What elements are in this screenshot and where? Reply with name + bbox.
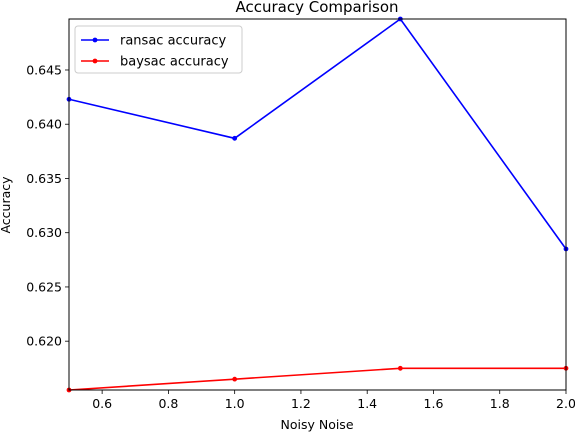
legend-label-1: baysac accuracy xyxy=(120,55,229,70)
legend-marker-0 xyxy=(92,37,98,43)
y-tick-label-2: 0.630 xyxy=(26,225,62,240)
x-tick-label-7: 2.0 xyxy=(556,396,575,411)
plot-frame xyxy=(68,18,567,391)
x-tick-label-3: 1.2 xyxy=(291,396,311,411)
y-tick-label-4: 0.640 xyxy=(26,117,62,132)
x-tick-label-5: 1.6 xyxy=(424,396,444,411)
legend-box xyxy=(74,25,243,74)
y-tick-label-0: 0.620 xyxy=(26,334,62,349)
y-tick-label-1: 0.625 xyxy=(26,279,62,294)
series-1-point-2 xyxy=(397,365,403,371)
y-tick-label-5: 0.645 xyxy=(26,62,62,77)
series-1-point-1 xyxy=(232,376,238,382)
y-axis: 0.620 0.625 0.630 0.635 0.640 0.645 xyxy=(26,62,69,349)
legend-label-0: ransac accuracy xyxy=(120,34,227,49)
legend: ransac accuracy baysac accuracy xyxy=(74,25,243,74)
x-tick-label-4: 1.4 xyxy=(357,396,377,411)
legend-marker-1 xyxy=(92,58,98,64)
x-tick-label-2: 1.0 xyxy=(225,396,245,411)
series-line-0 xyxy=(68,17,567,250)
chart-title: Accuracy Comparison xyxy=(235,0,398,16)
y-axis-label: Accuracy xyxy=(0,176,13,234)
series-0-point-1 xyxy=(232,135,238,141)
x-tick-label-1: 0.8 xyxy=(158,396,178,411)
y-tick-label-3: 0.635 xyxy=(26,171,62,186)
x-axis: 0.6 0.8 1.0 1.2 1.4 1.6 1.8 2.0 xyxy=(92,390,575,411)
series-line-1 xyxy=(68,367,566,391)
x-tick-label-0: 0.6 xyxy=(92,396,112,411)
x-tick-label-6: 1.8 xyxy=(490,396,510,411)
x-axis-label: Noisy Noise xyxy=(280,417,353,432)
